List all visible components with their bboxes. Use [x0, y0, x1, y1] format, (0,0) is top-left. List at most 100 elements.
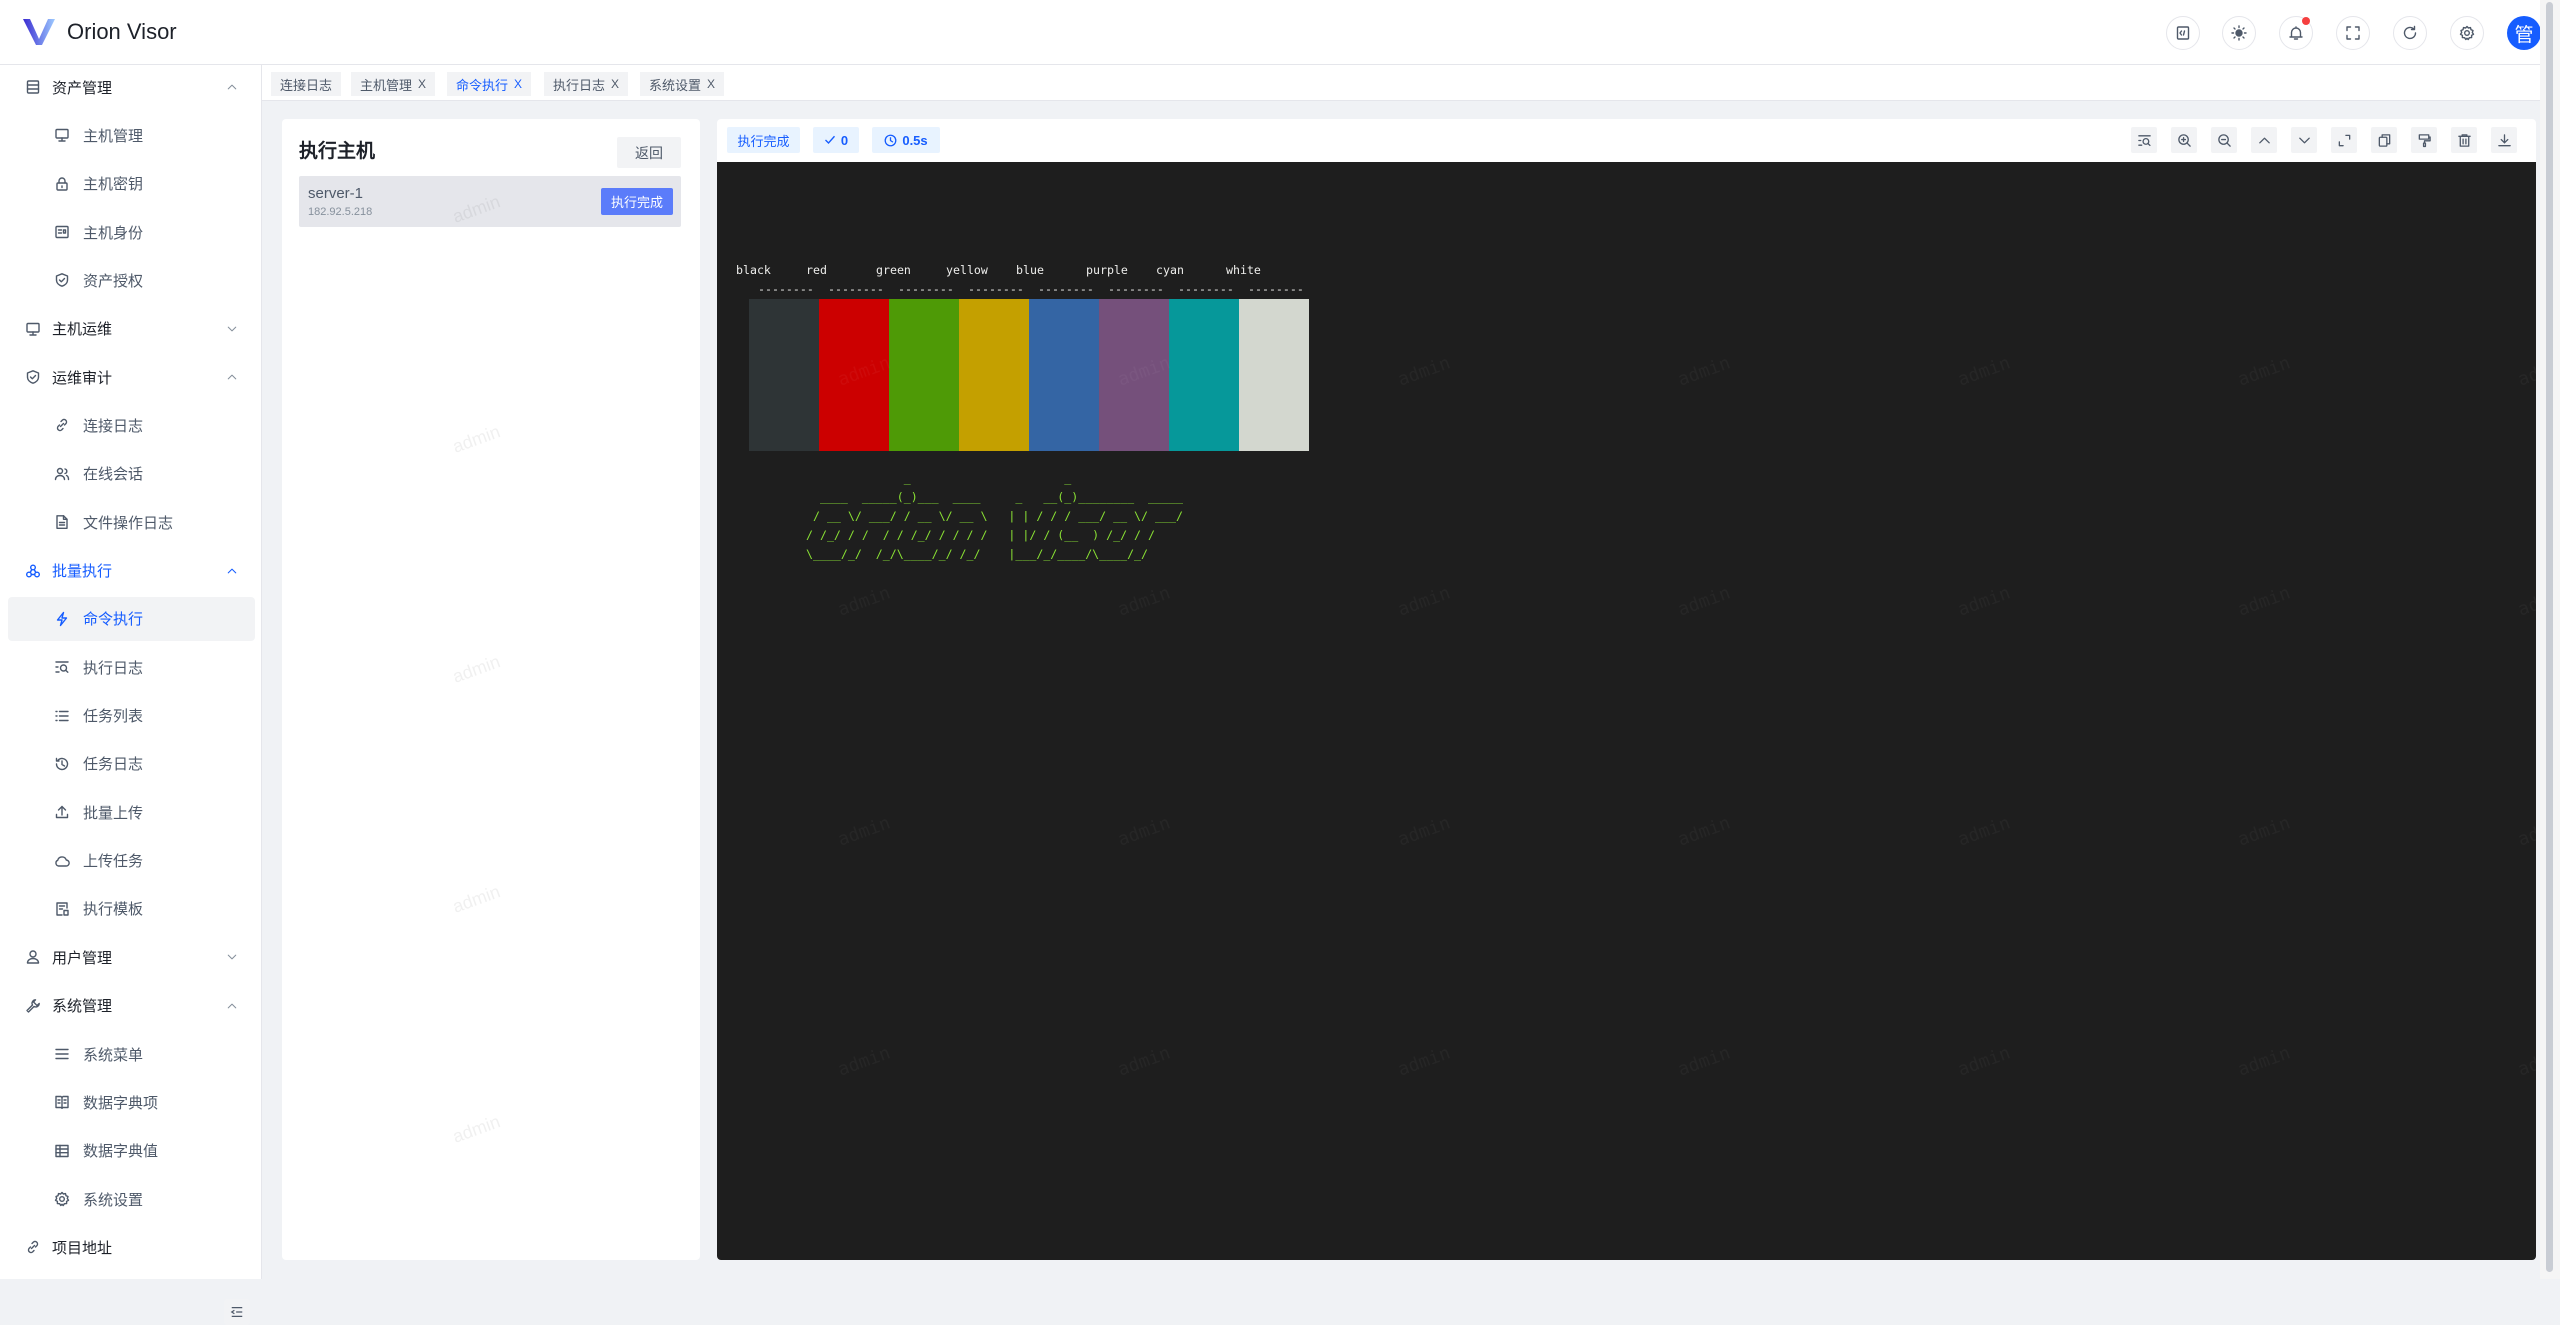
download-button[interactable]	[2491, 127, 2517, 153]
refresh-button[interactable]	[2393, 16, 2427, 50]
code-button[interactable]	[2166, 16, 2200, 50]
book-icon	[54, 1094, 70, 1110]
sidebar-item-desktop[interactable]: 主机运维	[8, 307, 255, 351]
copy-button[interactable]	[2371, 127, 2397, 153]
tab-4[interactable]: 系统设置 X	[640, 72, 725, 96]
color-swatch-black	[749, 299, 819, 451]
watermark: admin	[2235, 1042, 2293, 1080]
zoom-in-icon	[2177, 133, 2192, 148]
watermark: admin	[1675, 1042, 1733, 1080]
watermark: admin	[449, 1111, 503, 1147]
sidebar-item-label: 主机运维	[52, 321, 113, 339]
format-painter-button[interactable]	[2411, 127, 2437, 153]
sidebar-item-thunderbolt[interactable]: 命令执行	[8, 596, 255, 641]
expand-button[interactable]	[2331, 127, 2357, 153]
sidebar-item-list[interactable]: 任务列表	[8, 694, 255, 738]
zoom-out-button[interactable]	[2211, 127, 2237, 153]
delete-icon	[2457, 133, 2472, 148]
app-title: Orion Visor	[67, 19, 177, 44]
color-label: purple	[1086, 263, 1128, 277]
sidebar-item-table[interactable]: 数据字典值	[8, 1129, 255, 1173]
watermark: admin	[2515, 1042, 2536, 1080]
tab-1[interactable]: 主机管理 X	[351, 72, 436, 96]
zoom-in-button[interactable]	[2171, 127, 2197, 153]
sidebar-item-desktop[interactable]: 主机管理	[8, 113, 255, 157]
scrollbar-thumb[interactable]	[2546, 2, 2553, 1272]
sidebar-item-idcard[interactable]: 主机身份	[8, 210, 255, 254]
watermark: admin	[1955, 812, 2013, 850]
color-underline: --------	[758, 282, 814, 296]
sidebar-item-link[interactable]: 连接日志	[8, 403, 255, 447]
settings-button[interactable]	[2450, 16, 2484, 50]
page-scrollbar[interactable]	[2540, 0, 2560, 1279]
bell-button[interactable]	[2279, 16, 2313, 50]
sidebar-item-cluster[interactable]: 批量执行	[8, 549, 255, 593]
desktop-icon	[25, 321, 41, 337]
color-underline: --------	[898, 282, 954, 296]
sidebar-item-label: 执行模板	[83, 901, 144, 919]
watermark: admin	[1675, 812, 1733, 850]
search-icon	[2137, 133, 2152, 148]
sidebar-item-template[interactable]: 执行模板	[8, 887, 255, 931]
tab-close-icon[interactable]: X	[514, 77, 523, 91]
sidebar-item-label: 资产授权	[83, 272, 144, 290]
delete-button[interactable]	[2451, 127, 2477, 153]
sidebar-item-users[interactable]: 在线会话	[8, 452, 255, 496]
arrow-down-button[interactable]	[2291, 127, 2317, 153]
sidebar-item-user[interactable]: 用户管理	[8, 935, 255, 979]
database-icon	[25, 79, 41, 95]
theme-sun-icon	[2231, 25, 2247, 41]
sidebar-item-history[interactable]: 任务日志	[8, 742, 255, 786]
sidebar-item-menu[interactable]: 系统菜单	[8, 1032, 255, 1076]
watermark: admin	[835, 812, 893, 850]
sidebar-item-shield[interactable]: 运维审计	[8, 355, 255, 399]
host-panel-title: 执行主机	[299, 141, 376, 162]
tab-0[interactable]: 连接日志	[271, 72, 342, 96]
host-status-badge: 执行完成	[601, 188, 673, 215]
sidebar-item-settings[interactable]: 系统设置	[8, 1177, 255, 1221]
sidebar-item-database[interactable]: 资产管理	[8, 65, 255, 109]
sidebar-item-label: 主机身份	[83, 224, 144, 242]
terminal-output[interactable]: black -------- red -------- green -------- yel…	[717, 122, 2536, 1260]
fullscreen-button[interactable]	[2336, 16, 2370, 50]
sidebar: 资产管理主机管理主机密钥主机身份资产授权主机运维运维审计 连接日志在线会话 文件操作…	[0, 65, 262, 1325]
color-underline: --------	[828, 282, 884, 296]
sidebar-item-label: 主机密钥	[83, 176, 144, 194]
watermark: admin	[2515, 582, 2536, 620]
sidebar-item-cloud[interactable]: 上传任务	[8, 839, 255, 883]
search-button[interactable]	[2131, 127, 2157, 153]
sidebar-item-book[interactable]: 数据字典项	[8, 1080, 255, 1124]
sidebar-item-tool[interactable]: 系统管理	[8, 984, 255, 1028]
tab-3[interactable]: 执行日志 X	[544, 72, 629, 96]
sidebar-item-shield[interactable]: 资产授权	[8, 258, 255, 302]
user-avatar[interactable]: 管	[2507, 16, 2541, 50]
notification-dot	[2302, 17, 2310, 25]
theme-sun-button[interactable]	[2222, 16, 2256, 50]
chevron-up-icon	[226, 1000, 238, 1012]
back-button[interactable]: 返回	[617, 137, 681, 168]
host-list-item[interactable]: server-1 182.92.5.218 执行完成	[299, 176, 681, 227]
sidebar-item-label: 资产管理	[52, 79, 113, 97]
sidebar-item-list-search[interactable]: 执行日志	[8, 645, 255, 689]
watermark: admin	[449, 881, 503, 917]
sidebar-item-label: 用户管理	[52, 949, 113, 967]
expand-icon	[2337, 133, 2352, 148]
watermark: admin	[1955, 1042, 2013, 1080]
tab-close-icon[interactable]: X	[707, 77, 716, 91]
tab-2[interactable]: 命令执行 X	[447, 72, 532, 96]
arrow-up-button[interactable]	[2251, 127, 2277, 153]
watermark: admin	[835, 582, 893, 620]
color-underline: --------	[1248, 282, 1304, 296]
tab-close-icon[interactable]: X	[611, 77, 620, 91]
sidebar-item-lock[interactable]: 主机密钥	[8, 162, 255, 206]
watermark: admin	[2235, 352, 2293, 390]
duration-badge: 0.5s	[872, 127, 940, 153]
watermark: admin	[2515, 122, 2536, 160]
color-underline: --------	[1038, 282, 1094, 296]
cluster-icon	[25, 563, 41, 579]
sidebar-item-link[interactable]: 项目地址	[8, 1225, 255, 1269]
tab-close-icon[interactable]: X	[418, 77, 427, 91]
collapse-sidebar-button[interactable]	[224, 1299, 250, 1325]
sidebar-item-upload[interactable]: 批量上传	[8, 790, 255, 834]
sidebar-item-file[interactable]: 文件操作日志	[8, 500, 255, 544]
